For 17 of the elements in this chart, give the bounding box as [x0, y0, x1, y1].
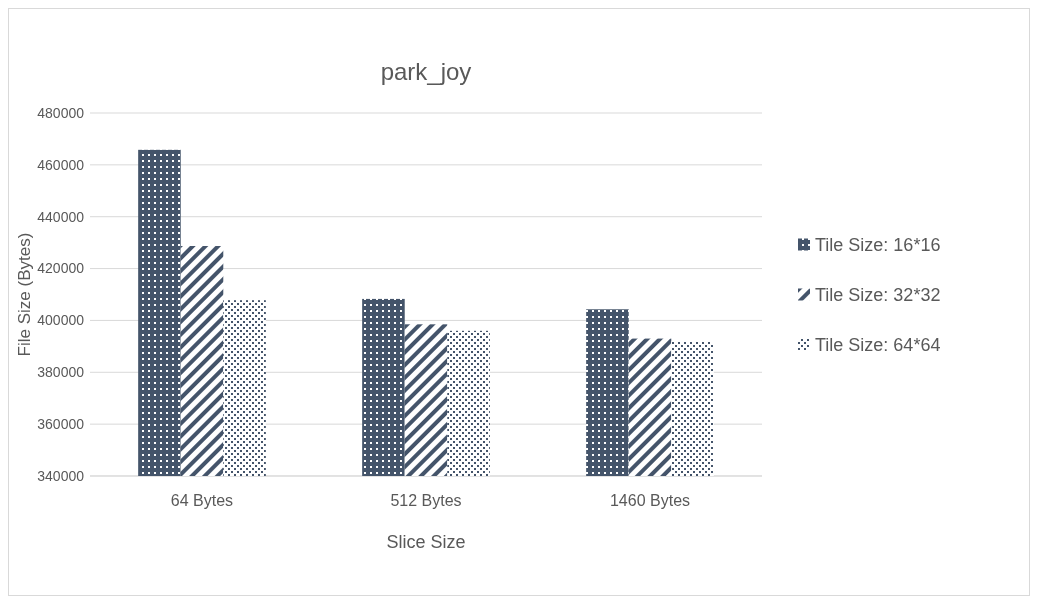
y-tick-label: 480000: [37, 104, 85, 121]
legend-label: Tile Size: 32*32: [815, 284, 941, 305]
x-tick-label: 512 Bytes: [390, 492, 462, 509]
y-axis-title: File Size (Bytes): [15, 232, 34, 357]
y-tick-label: 400000: [37, 312, 85, 329]
x-tick-label: 1460 Bytes: [609, 492, 691, 509]
chart-title: park_joy: [380, 58, 472, 85]
y-tick-label: 380000: [37, 364, 85, 381]
legend-label: Tile Size: 16*16: [815, 234, 941, 255]
legend-label: Tile Size: 64*64: [815, 334, 941, 355]
x-tick-label: 64 Bytes: [170, 492, 234, 509]
x-axis-title: Slice Size: [386, 532, 466, 552]
y-tick-label: 460000: [37, 156, 85, 173]
y-tick-label: 340000: [37, 467, 85, 484]
y-tick-label: 420000: [37, 260, 85, 277]
y-tick-label: 360000: [37, 416, 85, 433]
y-tick-label: 440000: [37, 208, 85, 225]
